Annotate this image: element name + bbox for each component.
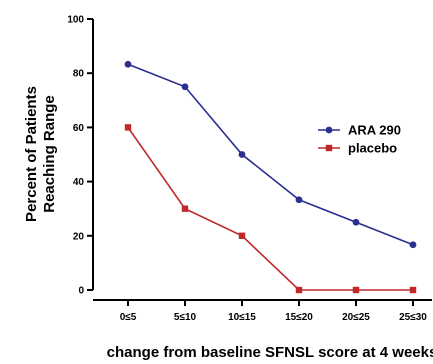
legend-label: placebo [348, 141, 397, 156]
y-ticks: 0 20 40 60 80 100 [67, 15, 93, 297]
data-point-square [238, 232, 246, 239]
data-point-circle [181, 83, 189, 91]
y-tick-label: 20 [73, 231, 85, 242]
axes [92, 19, 432, 301]
data-point-circle [124, 60, 132, 68]
x-tick-label: 10≤15 [228, 312, 256, 323]
y-tick-label: 100 [67, 15, 84, 26]
series-line-1 [127, 126, 413, 291]
y-tick-label: 40 [73, 177, 85, 188]
data-point-square [409, 286, 417, 294]
data-point-square [352, 286, 360, 294]
series-layer [124, 60, 417, 294]
data-point-circle [409, 241, 417, 249]
data-point-circle [238, 151, 246, 158]
y-tick-label: 80 [73, 69, 85, 80]
legend: ARA 290 placebo [318, 123, 401, 156]
x-tick-label: 15≤20 [285, 312, 313, 323]
legend-marker-circle [325, 126, 333, 134]
legend-marker-square [325, 144, 333, 152]
x-ticks: 0≤5 5≤10 10≤15 15≤20 20≤25 25≤30 [120, 300, 427, 323]
data-point-square [124, 124, 132, 131]
x-axis-title: change from baseline SFNSL score at 4 we… [107, 344, 433, 361]
data-point-square [295, 286, 303, 294]
series-line-0 [127, 63, 414, 246]
x-tick-label: 20≤25 [342, 312, 370, 323]
y-axis-title-line-1: Percent of Patients [23, 86, 40, 222]
x-tick-label: 0≤5 [120, 312, 137, 323]
y-tick-label: 0 [78, 286, 84, 297]
data-point-circle [295, 196, 303, 204]
y-tick-label: 60 [73, 123, 85, 134]
x-tick-label: 25≤30 [399, 312, 427, 323]
y-axis-title-line-2: Reaching Range [41, 95, 58, 213]
legend-label: ARA 290 [348, 123, 401, 138]
x-tick-label: 5≤10 [174, 312, 197, 323]
data-point-square [181, 205, 189, 212]
data-point-circle [352, 218, 360, 226]
